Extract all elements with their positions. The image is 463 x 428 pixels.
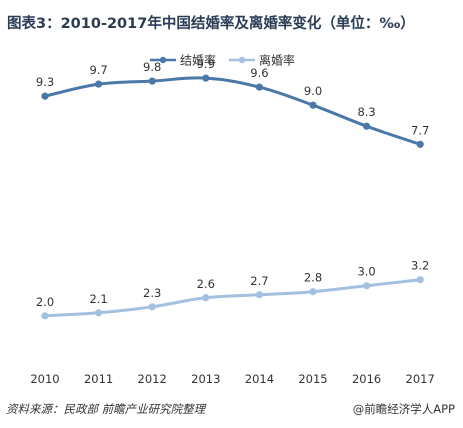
chart-legend: 结婚率 离婚率 [150,53,295,68]
data-point-divorce [363,282,371,290]
x-tick-label: 2013 [191,372,220,386]
x-tick-label: 2014 [245,372,274,386]
data-label-marriage: 9.7 [89,63,107,77]
data-label-divorce: 3.0 [357,265,375,279]
series-line-divorce [43,278,422,318]
data-point-marriage [95,80,103,88]
x-tick-label: 2011 [84,372,113,386]
x-tick-label: 2017 [406,372,435,386]
data-point-divorce [309,288,317,296]
x-tick-label: 2016 [352,372,381,386]
data-point-marriage [363,122,371,130]
data-label-divorce: 2.8 [304,271,322,285]
legend-label-divorce: 离婚率 [259,53,295,68]
data-point-divorce [41,312,49,320]
data-point-divorce [202,294,210,302]
x-tick-label: 2010 [30,372,59,386]
data-label-marriage: 9.6 [250,66,268,80]
legend-marker-divorce [238,56,246,64]
data-point-marriage [309,101,317,109]
legend-label-marriage: 结婚率 [180,53,216,68]
data-point-marriage [416,140,424,148]
data-point-divorce [255,291,263,299]
data-point-divorce [148,303,156,311]
data-point-marriage [41,92,49,100]
data-label-marriage: 9.8 [143,60,161,74]
x-tick-label: 2012 [138,372,167,386]
data-point-marriage [148,77,156,85]
x-axis-ticks: 2010 2011 2012 2013 2014 2015 2016 2017 [30,372,434,386]
data-point-marriage [202,74,210,82]
source-note: 资料来源：民政部 前瞻产业研究院整理 [6,402,206,416]
data-label-marriage: 8.3 [357,105,375,119]
chart-title: 图表3：2010-2017年中国结婚率及离婚率变化（单位：‰） [7,16,415,32]
data-label-divorce: 2.3 [143,286,161,300]
brand-credit: @前瞻经济学人APP [352,402,455,416]
data-label-divorce: 2.7 [250,274,268,288]
data-label-marriage: 7.7 [411,123,429,137]
data-label-divorce: 2.1 [89,292,107,306]
data-label-divorce: 2.6 [197,277,215,291]
data-label-divorce: 3.2 [411,259,429,273]
series-line-marriage [43,76,422,146]
legend-marker-marriage [159,56,167,64]
data-point-divorce [416,276,424,284]
data-label-marriage: 9.3 [36,75,54,89]
data-label-marriage: 9.9 [197,57,215,71]
data-label-marriage: 9.0 [304,84,322,98]
x-tick-label: 2015 [298,372,327,386]
data-label-divorce: 2.0 [36,295,54,309]
data-point-divorce [95,309,103,317]
data-point-marriage [255,83,263,91]
chart-lines: 9.3 9.7 9.8 9.9 9.6 9.0 8.3 7.7 2.0 2.1 2.3 2.6 2.7 2… [36,57,429,320]
